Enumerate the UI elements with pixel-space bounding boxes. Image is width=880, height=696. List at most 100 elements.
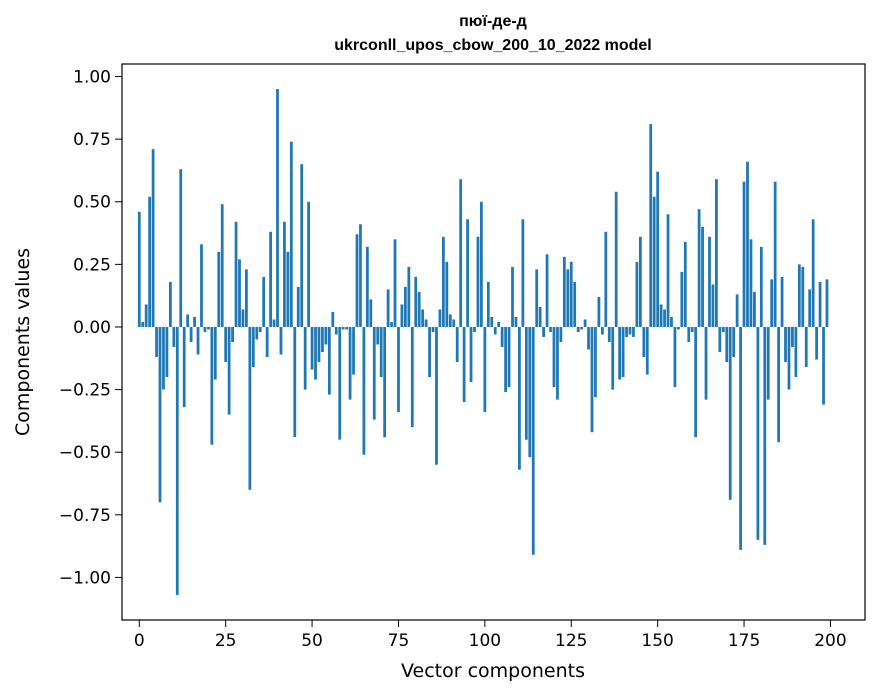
bar <box>220 204 224 327</box>
y-tick-label: 1.00 <box>73 68 111 88</box>
bar <box>642 326 646 358</box>
bar <box>300 164 304 327</box>
bar <box>428 326 431 378</box>
bar <box>466 219 469 327</box>
bar <box>403 286 407 327</box>
bar <box>397 326 400 413</box>
bar <box>728 326 732 500</box>
bar <box>189 326 193 342</box>
bar <box>293 326 297 438</box>
bar <box>621 326 625 378</box>
bar <box>590 326 594 433</box>
bar <box>144 304 148 327</box>
bar <box>424 319 428 327</box>
bar <box>804 326 808 368</box>
bar <box>348 326 352 400</box>
y-tick-label: 0.25 <box>73 255 111 275</box>
bar <box>701 226 704 327</box>
bar <box>327 326 331 395</box>
bar <box>200 244 203 327</box>
bar <box>303 326 307 390</box>
bar <box>448 314 452 327</box>
bar <box>697 209 701 327</box>
bar <box>407 266 411 327</box>
bar <box>673 326 677 388</box>
bar <box>825 279 829 327</box>
bar <box>455 326 459 363</box>
bar <box>576 326 580 332</box>
bar <box>231 326 234 342</box>
bar <box>393 239 397 327</box>
bar <box>718 326 722 353</box>
chart-subtitle: ukrconll_upos_cbow_200_10_2022 model <box>334 37 651 54</box>
bar <box>507 326 511 388</box>
bar <box>566 269 570 327</box>
bar <box>279 326 283 355</box>
bar <box>182 326 186 408</box>
bar <box>241 309 245 327</box>
bar <box>687 326 691 342</box>
bar <box>431 326 435 332</box>
bar <box>338 326 342 440</box>
bar <box>784 326 787 363</box>
bar <box>462 326 466 403</box>
bar <box>442 236 445 327</box>
bar <box>656 171 660 327</box>
bar <box>417 291 421 327</box>
bar <box>193 316 196 327</box>
bar <box>773 181 777 327</box>
bar <box>172 326 176 348</box>
bar <box>286 251 290 327</box>
bar <box>628 326 632 335</box>
x-tick-label: 100 <box>469 631 501 651</box>
bar <box>607 326 611 342</box>
bar <box>238 259 241 327</box>
bar <box>659 304 663 327</box>
bar <box>314 326 317 380</box>
bar <box>234 221 238 327</box>
bar <box>224 326 228 363</box>
bar <box>542 326 545 337</box>
y-axis-ticks: 1.00 0.75 0.50 0.25 0.00 −0.25 −0.50 −0.75 −1.00 <box>59 68 122 588</box>
bar <box>400 304 404 327</box>
bar <box>251 326 255 368</box>
bar <box>569 261 573 327</box>
bar <box>766 326 770 400</box>
bar <box>148 196 152 327</box>
bar <box>815 326 818 360</box>
bar <box>262 276 266 327</box>
bar <box>362 326 366 455</box>
bar <box>763 326 767 545</box>
bar <box>473 326 476 332</box>
bar <box>694 326 698 438</box>
bar <box>269 231 272 327</box>
bar <box>500 326 504 348</box>
bar <box>210 326 214 445</box>
bar <box>632 326 635 337</box>
bar <box>162 326 165 390</box>
bar <box>272 319 276 327</box>
x-tick-label: 0 <box>134 631 145 651</box>
plot-frame <box>121 63 866 621</box>
bar <box>715 179 718 327</box>
bar <box>618 326 622 380</box>
bar <box>390 321 393 327</box>
bar <box>258 326 262 332</box>
bar <box>341 326 345 330</box>
bar <box>611 326 615 390</box>
bar <box>158 326 162 503</box>
y-tick-label: −1.00 <box>59 568 111 588</box>
bar <box>410 326 414 428</box>
bar <box>227 326 231 415</box>
bar <box>459 179 463 327</box>
bar <box>480 201 483 327</box>
bar <box>666 214 670 327</box>
bar <box>483 326 487 413</box>
bar <box>528 326 532 458</box>
bar <box>739 326 742 550</box>
bar <box>334 326 338 335</box>
bar <box>735 294 739 327</box>
y-tick-label: 0.00 <box>73 318 111 338</box>
bar <box>531 326 535 555</box>
bar <box>179 169 183 327</box>
